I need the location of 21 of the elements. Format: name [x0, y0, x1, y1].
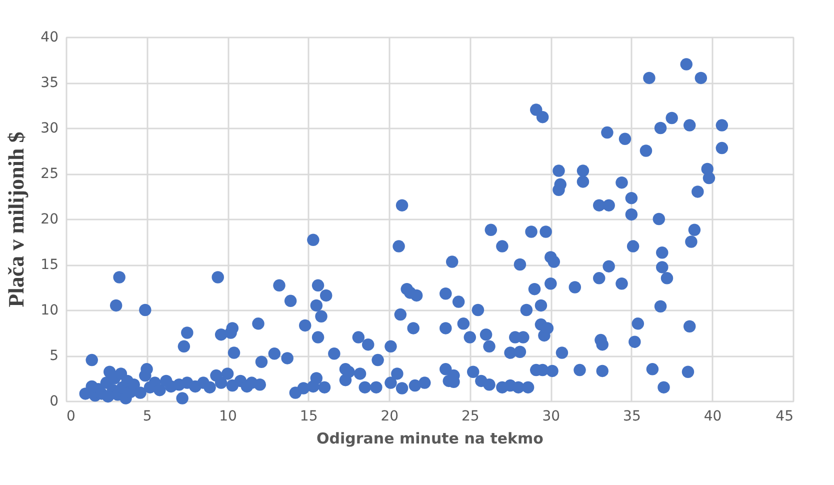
y-tick-label: 30 [40, 120, 58, 136]
x-tick-label: 20 [380, 408, 399, 424]
x-axis-title: Odigrane minute na tekmo [316, 430, 544, 448]
y-tick-label: 40 [40, 30, 58, 46]
y-tick-label: 20 [40, 212, 58, 228]
x-tick-label: 5 [142, 408, 152, 424]
y-tick-label: 35 [40, 75, 58, 91]
x-tick-label: 25 [461, 408, 480, 424]
y-tick-label: 15 [40, 257, 58, 273]
x-tick-label: 35 [623, 408, 641, 424]
y-tick-label: 10 [40, 302, 58, 318]
x-tick-label: 30 [542, 408, 560, 424]
x-tick-label: 45 [776, 408, 794, 424]
y-tick-label: 0 [50, 394, 58, 410]
y-axis-title: Plača v milijonih $ [4, 132, 29, 308]
x-tick-label: 10 [219, 408, 237, 424]
x-tick-label: 0 [66, 408, 76, 424]
x-tick-label: 40 [704, 408, 722, 424]
y-tick-label: 25 [40, 166, 58, 182]
y-tick-label: 5 [50, 348, 58, 364]
x-tick-label: 15 [300, 408, 318, 424]
